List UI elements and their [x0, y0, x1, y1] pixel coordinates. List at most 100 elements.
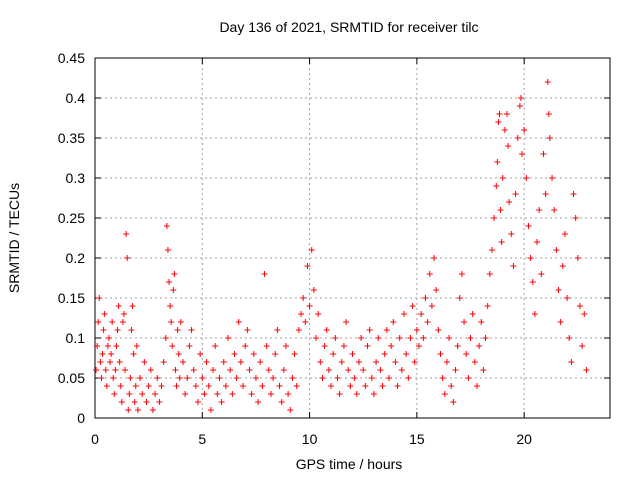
data-point — [340, 343, 347, 349]
data-point — [495, 119, 502, 125]
data-point — [574, 255, 581, 261]
data-point — [435, 327, 442, 333]
data-point — [525, 223, 532, 229]
y-tick-label: 0.35 — [58, 130, 85, 146]
data-point — [349, 351, 356, 357]
data-point — [396, 335, 403, 341]
data-point — [527, 255, 534, 261]
data-point — [315, 311, 322, 317]
data-point — [242, 343, 249, 349]
data-point — [529, 279, 536, 285]
data-point — [426, 271, 433, 277]
data-point — [147, 367, 154, 373]
axis-ticks: 0 0.05 0.1 0.15 0.2 0.25 0.3 0.35 0.4 0.45 0 5 10 15 2… — [58, 50, 610, 447]
data-point — [568, 359, 575, 365]
data-point — [555, 287, 562, 293]
data-point — [95, 319, 102, 325]
data-point — [270, 375, 277, 381]
data-point — [360, 367, 367, 373]
data-point — [272, 351, 279, 357]
data-point — [496, 111, 503, 117]
data-point — [163, 223, 170, 229]
data-point — [252, 375, 259, 381]
data-point — [390, 319, 397, 325]
data-point — [214, 391, 221, 397]
y-tick-label: 0.4 — [66, 90, 86, 106]
data-point — [317, 359, 324, 365]
data-point — [293, 383, 300, 389]
data-point — [458, 271, 465, 277]
data-point — [383, 327, 390, 333]
data-point — [405, 375, 412, 381]
data-point — [304, 263, 311, 269]
y-tick-label: 0.3 — [66, 170, 86, 186]
data-point — [319, 375, 326, 381]
data-point — [498, 239, 505, 245]
data-point — [287, 407, 294, 413]
data-point — [310, 287, 317, 293]
data-point — [456, 295, 463, 301]
data-point — [246, 367, 253, 373]
data-point — [98, 375, 105, 381]
data-point — [493, 183, 500, 189]
data-point — [197, 351, 204, 357]
data-point — [210, 367, 217, 373]
data-point — [362, 383, 369, 389]
x-tick-label: 0 — [91, 431, 99, 447]
data-point — [172, 367, 179, 373]
data-point — [505, 143, 512, 149]
data-point — [559, 263, 566, 269]
data-point — [173, 383, 180, 389]
data-point — [235, 319, 242, 325]
data-point — [504, 111, 510, 117]
data-point — [364, 343, 371, 349]
y-tick-label: 0 — [77, 410, 85, 426]
data-point — [347, 383, 354, 389]
data-point — [300, 295, 307, 301]
data-point — [177, 319, 184, 325]
data-point — [572, 215, 579, 221]
data-point — [186, 343, 193, 349]
data-point — [160, 359, 167, 365]
y-tick-label: 0.05 — [58, 370, 85, 386]
data-point — [171, 271, 178, 277]
data-point — [561, 231, 568, 237]
data-point — [105, 335, 112, 341]
data-point — [538, 271, 545, 277]
data-point — [551, 207, 558, 213]
data-point — [122, 367, 129, 373]
data-point — [267, 391, 274, 397]
data-point — [576, 303, 583, 309]
data-point — [216, 375, 223, 381]
data-point — [353, 391, 360, 397]
data-point — [282, 343, 289, 349]
x-axis-label: GPS time / hours — [296, 456, 403, 472]
data-point — [581, 311, 588, 317]
data-point — [179, 359, 186, 365]
data-point — [116, 359, 123, 365]
data-point — [93, 367, 100, 373]
data-point — [544, 79, 551, 85]
data-point — [114, 327, 121, 333]
x-tick-label: 5 — [198, 431, 206, 447]
y-tick-label: 0.25 — [58, 210, 85, 226]
chart-title: Day 136 of 2021, SRMTID for receiver til… — [219, 19, 478, 35]
data-point — [521, 127, 528, 133]
data-point — [546, 135, 553, 141]
data-point — [295, 327, 302, 333]
data-point — [450, 399, 457, 405]
data-point — [126, 391, 133, 397]
data-point — [265, 367, 272, 373]
data-point — [162, 335, 169, 341]
data-points — [93, 79, 590, 413]
data-point — [536, 207, 543, 213]
data-point — [182, 391, 189, 397]
data-point — [101, 311, 108, 317]
data-point — [313, 335, 320, 341]
data-point — [169, 343, 176, 349]
x-tick-label: 10 — [302, 431, 318, 447]
data-point — [542, 191, 549, 197]
data-point — [471, 359, 478, 365]
data-point — [218, 399, 225, 405]
data-point — [118, 399, 125, 405]
